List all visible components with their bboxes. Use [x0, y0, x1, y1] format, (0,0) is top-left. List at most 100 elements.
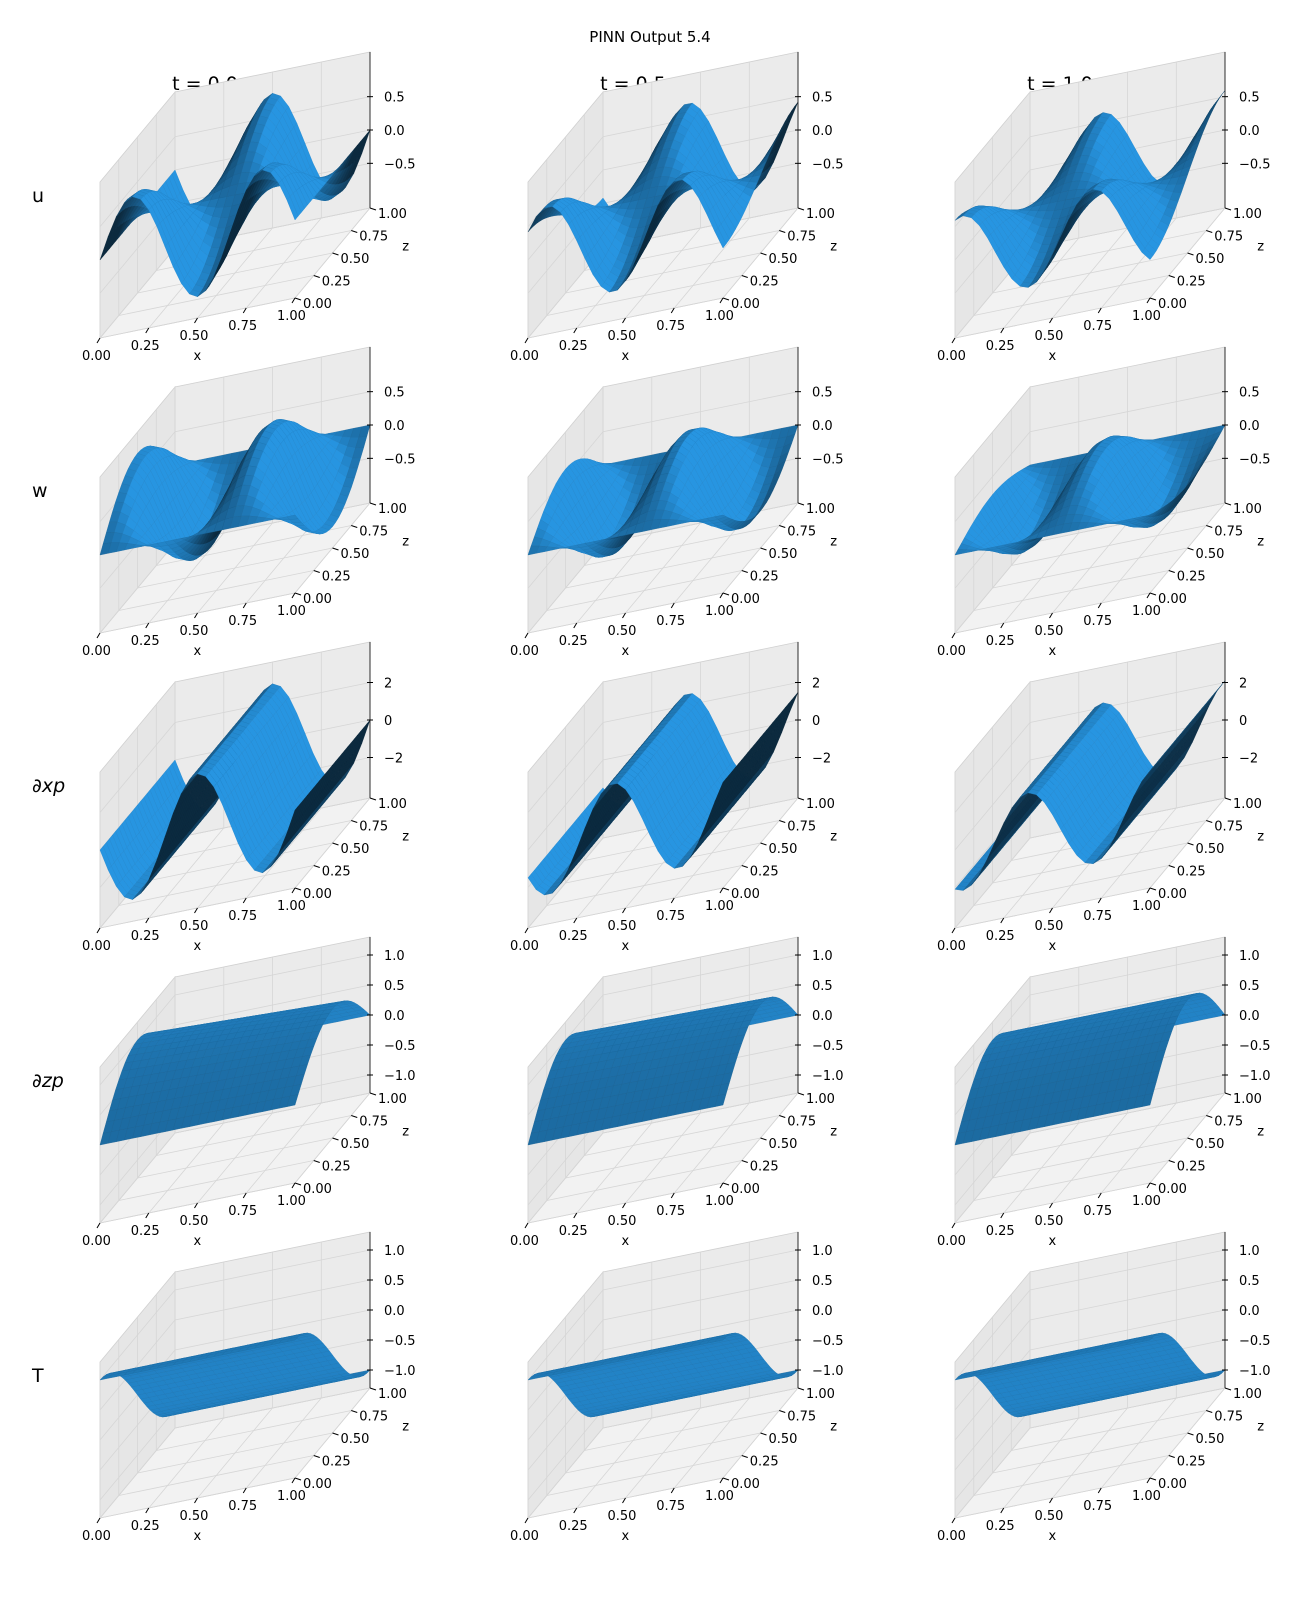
z-axis-label: z — [402, 535, 409, 550]
grid-line — [137, 137, 333, 294]
x-tick-label: 1.00 — [705, 604, 734, 619]
x-tick-label: 0.25 — [559, 339, 588, 354]
grid-line — [954, 129, 1226, 261]
z-tick — [313, 570, 320, 573]
x-tick-label: 0.00 — [82, 939, 111, 954]
x-tick-label: 0.25 — [131, 929, 160, 944]
z-tick — [760, 842, 767, 846]
grid-line — [99, 96, 371, 227]
value-tick-label: −2 — [812, 752, 831, 767]
value-tick-label: −2 — [384, 752, 403, 767]
row-label-dxp: ∂xp — [32, 775, 66, 797]
value-tick-label: 0.5 — [1239, 386, 1260, 401]
z-tick-label: 0.75 — [359, 230, 388, 245]
z-tick — [760, 252, 767, 256]
x-tick-label: 1.00 — [705, 899, 734, 914]
z-tick — [1149, 592, 1157, 596]
z-tick — [332, 252, 339, 256]
x-tick — [524, 632, 529, 639]
z-tick-label: 0.00 — [1158, 297, 1187, 312]
z-tick-label: 0.25 — [750, 865, 779, 880]
x-tick-label: 0.00 — [510, 644, 539, 659]
grid-line — [992, 137, 1188, 294]
z-tick — [760, 547, 767, 551]
x-tick-label: 0.25 — [559, 634, 588, 649]
z-tick — [779, 525, 786, 528]
z-tick — [1149, 297, 1157, 301]
value-tick-label: −0.5 — [384, 452, 416, 467]
z-tick — [313, 275, 320, 278]
z-tick — [294, 887, 302, 891]
value-tick-label: −0.5 — [812, 452, 844, 467]
z-tick-label: 0.00 — [731, 887, 760, 902]
x-tick — [96, 337, 101, 344]
x-tick-label: 0.75 — [1083, 614, 1112, 629]
x-tick-label: 1.00 — [277, 899, 306, 914]
z-tick-label: 0.25 — [322, 865, 351, 880]
value-tick-label: −0.5 — [812, 157, 844, 172]
z-tick — [294, 592, 302, 596]
x-tick-label: 0.00 — [937, 349, 966, 364]
x-tick — [951, 632, 956, 639]
z-tick-label: 1.00 — [806, 502, 835, 517]
z-tick-label: 0.00 — [303, 887, 332, 902]
z-tick — [722, 297, 730, 301]
z-tick-label: 0.50 — [769, 252, 798, 267]
z-tick-label: 0.50 — [1196, 252, 1225, 267]
z-tick-label: 0.75 — [359, 820, 388, 835]
x-tick-label: 0.25 — [131, 634, 160, 649]
z-tick-label: 1.00 — [806, 797, 835, 812]
x-axis-label: x — [1049, 349, 1057, 364]
z-axis-label: z — [830, 535, 837, 550]
z-tick-label: 0.50 — [341, 547, 370, 562]
x-tick-label: 0.25 — [131, 339, 160, 354]
panel-1-1: 0.000.250.500.751.00x0.000.250.500.751.0… — [510, 346, 844, 659]
value-tick-label: 0.5 — [384, 386, 405, 401]
x-tick-label: 0.00 — [82, 349, 111, 364]
z-tick — [741, 275, 748, 278]
z-tick-label: 0.50 — [769, 547, 798, 562]
z-tick — [369, 502, 377, 506]
z-tick — [1168, 570, 1175, 573]
grid-line — [155, 114, 352, 271]
panel-2-0: 0.000.250.500.751.00x0.000.250.500.751.0… — [82, 641, 409, 954]
z-tick-label: 1.00 — [1233, 502, 1262, 517]
grid-line — [527, 129, 799, 261]
x-tick — [622, 317, 626, 324]
x-tick — [194, 317, 198, 324]
z-tick — [313, 865, 320, 868]
row-label-u: u — [32, 185, 45, 207]
x-tick-label: 0.50 — [608, 919, 637, 934]
x-tick-label: 1.00 — [1132, 309, 1161, 324]
value-tick-label: −0.5 — [384, 157, 416, 172]
z-tick-label: 1.00 — [378, 207, 407, 222]
z-tick-label: 0.00 — [1158, 592, 1187, 607]
z-tick-label: 0.75 — [787, 230, 816, 245]
value-tick-label: 0.5 — [384, 91, 405, 106]
x-tick-label: 1.00 — [277, 604, 306, 619]
z-tick — [1224, 502, 1232, 506]
z-tick — [351, 230, 358, 233]
value-tick-label: 2 — [384, 677, 392, 692]
z-tick — [741, 570, 748, 573]
z-tick — [1206, 525, 1213, 528]
x-tick-label: 0.75 — [656, 909, 685, 924]
x-tick-label: 0.00 — [510, 349, 539, 364]
z-axis-label: z — [402, 830, 409, 845]
value-tick-label: 0.5 — [812, 386, 833, 401]
z-tick-label: 0.75 — [787, 525, 816, 540]
x-tick — [524, 927, 529, 934]
panel-0-2: 0.000.250.500.751.00x0.000.250.500.751.0… — [937, 51, 1271, 364]
x-tick-label: 0.25 — [986, 339, 1015, 354]
z-tick-label: 0.00 — [303, 297, 332, 312]
x-tick — [145, 327, 150, 334]
z-tick-label: 0.25 — [1177, 275, 1206, 290]
x-axis-label: x — [622, 644, 630, 659]
x-tick — [242, 307, 247, 314]
surface-0-1 — [527, 101, 799, 293]
z-tick-label: 0.25 — [322, 570, 351, 585]
value-tick-label: −0.5 — [1239, 157, 1271, 172]
z-tick-label: 0.75 — [1214, 525, 1243, 540]
grid-line — [954, 96, 1226, 227]
x-axis-label: x — [194, 644, 202, 659]
